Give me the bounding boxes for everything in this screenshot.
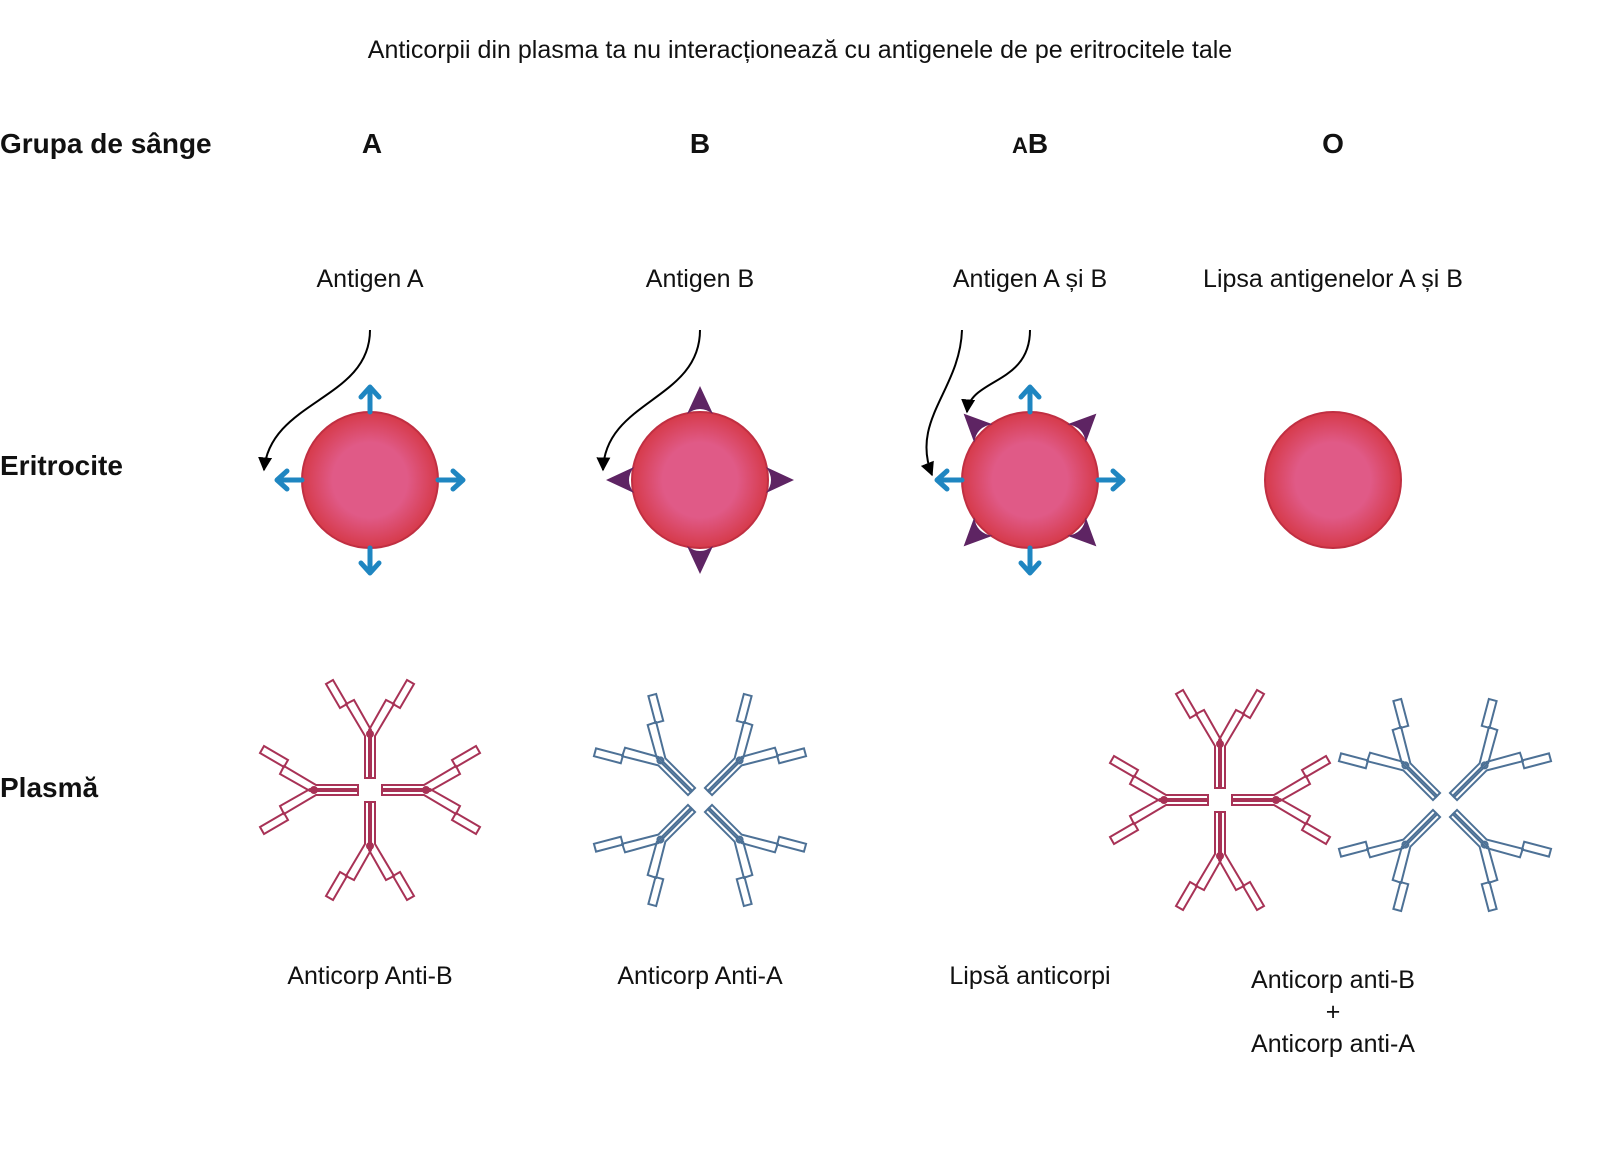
- antibodies-anti-b-o: [1109, 689, 1331, 911]
- antibodies-anti-a-b: [590, 690, 810, 910]
- antibodies-anti-b-a: [259, 679, 481, 901]
- erythrocyte-b: [596, 329, 794, 574]
- row-label-erythrocytes: Eritrocite: [0, 450, 123, 481]
- antibody-label-a: Anticorp Anti-B: [287, 962, 453, 990]
- antigen-label-o: Lipsa antigenelor A și B: [1203, 265, 1463, 293]
- column-header-a: A: [361, 128, 383, 159]
- antibody-label-o: Anticorp anti-B + Anticorp anti-A: [1163, 964, 1503, 1060]
- erythrocyte-a: [258, 329, 463, 573]
- antibodies-anti-a-o: [1335, 695, 1555, 915]
- antibody-label-o-line-1: Anticorp anti-B: [1251, 966, 1415, 994]
- antibody-label-o-line-2: Anticorp anti-A: [1251, 1030, 1415, 1058]
- antigen-label-b: Antigen B: [645, 265, 755, 293]
- red-blood-cell-a: [301, 411, 439, 549]
- red-blood-cell-ab: [961, 411, 1099, 549]
- row-label-blood-group: Grupa de sânge: [0, 128, 212, 159]
- column-header-b: B: [689, 128, 711, 159]
- antibody-label-ab: Lipsă anticorpi: [949, 962, 1111, 990]
- diagram-title: Anticorpii din plasma ta nu interacțione…: [367, 36, 1233, 64]
- column-header-ab: AB: [950, 128, 1110, 160]
- erythrocyte-ab: [920, 329, 1123, 573]
- pointer-arrow-ab-a: [920, 329, 963, 477]
- antigen-label-a: Antigen A: [316, 265, 424, 293]
- column-o-graphics: [1109, 411, 1555, 915]
- column-a-graphics: [258, 329, 481, 901]
- column-header-ab-prefix: A: [1011, 133, 1028, 158]
- column-ab-graphics: [920, 329, 1123, 573]
- row-label-plasma: Plasmă: [0, 772, 99, 803]
- red-blood-cell-b: [631, 411, 769, 549]
- red-blood-cell-o: [1264, 411, 1402, 549]
- column-header-ab-suffix: B: [1027, 128, 1049, 159]
- column-header-o: O: [1322, 128, 1344, 159]
- antibody-label-o-plus: +: [1325, 998, 1341, 1026]
- antibody-label-b: Anticorp Anti-A: [617, 962, 783, 990]
- antigen-label-ab: Antigen A și B: [952, 265, 1108, 293]
- pointer-arrow-a: [258, 329, 371, 472]
- pointer-arrow-b: [596, 329, 701, 472]
- column-b-graphics: [590, 329, 810, 910]
- pointer-arrow-ab-b: [961, 329, 1031, 414]
